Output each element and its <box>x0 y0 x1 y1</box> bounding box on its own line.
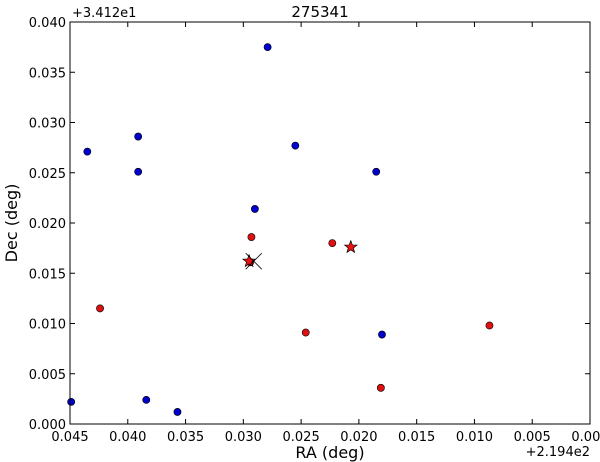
x-tick-label: 0.015 <box>398 430 435 445</box>
scatter-point <box>328 239 337 247</box>
scatter-point <box>247 233 256 241</box>
x-tick-label: 0.020 <box>340 430 377 445</box>
scatter-point <box>291 141 300 150</box>
x-tick-label: 0.030 <box>225 430 262 445</box>
x-tick-label: 0.005 <box>514 430 551 445</box>
x-tick-label: 0.025 <box>283 430 320 445</box>
y-axis-label: Dec (deg) <box>2 184 21 263</box>
x-tick-label: 0.035 <box>167 430 204 445</box>
x-axis-label: RA (deg) <box>295 443 364 462</box>
y-tick-label: 0.030 <box>29 117 66 132</box>
scatter-point <box>142 395 151 404</box>
star-marker <box>343 239 358 254</box>
scatter-point <box>301 328 310 337</box>
plot-frame <box>69 21 591 425</box>
x-tick-label: 0.010 <box>456 430 493 445</box>
y-tick-label: 0.010 <box>29 318 66 333</box>
scatter-point <box>378 330 386 339</box>
y-tick-label: 0.015 <box>29 267 66 282</box>
x-tick-label: 0.045 <box>51 430 88 445</box>
ticks-group: 0.045 0.040 0.035 0.030 0.025 0.020 0.015 0.010… <box>29 16 600 445</box>
scatter-point <box>134 167 143 176</box>
x-marker <box>245 252 263 270</box>
scatter-point <box>250 205 259 213</box>
y-tick-label: 0.025 <box>29 167 66 182</box>
scatter-point <box>173 408 182 416</box>
y-tick-label: 0.000 <box>29 418 66 433</box>
scatter-point <box>376 383 385 392</box>
marks-group <box>67 43 494 416</box>
scatter-point <box>134 132 143 141</box>
star-marker <box>241 253 257 268</box>
scatter-point <box>67 397 76 406</box>
y-offset-label: +3.412e1 <box>72 6 136 21</box>
scatter-point <box>83 147 92 156</box>
scatter-point <box>263 43 272 52</box>
y-tick-label: 0.005 <box>29 368 66 383</box>
y-tick-label: 0.035 <box>29 66 66 81</box>
x-offset-label: +2.194e2 <box>526 445 590 460</box>
scatter-point <box>372 167 381 176</box>
y-tick-label: 0.040 <box>29 16 66 31</box>
x-tick-label: 0.000 <box>571 430 600 445</box>
y-tick-label: 0.020 <box>29 217 66 232</box>
chart-title: 275341 <box>291 3 348 21</box>
scatter-point <box>485 321 494 330</box>
x-tick-label: 0.040 <box>109 430 146 445</box>
scatter-point <box>96 304 104 313</box>
